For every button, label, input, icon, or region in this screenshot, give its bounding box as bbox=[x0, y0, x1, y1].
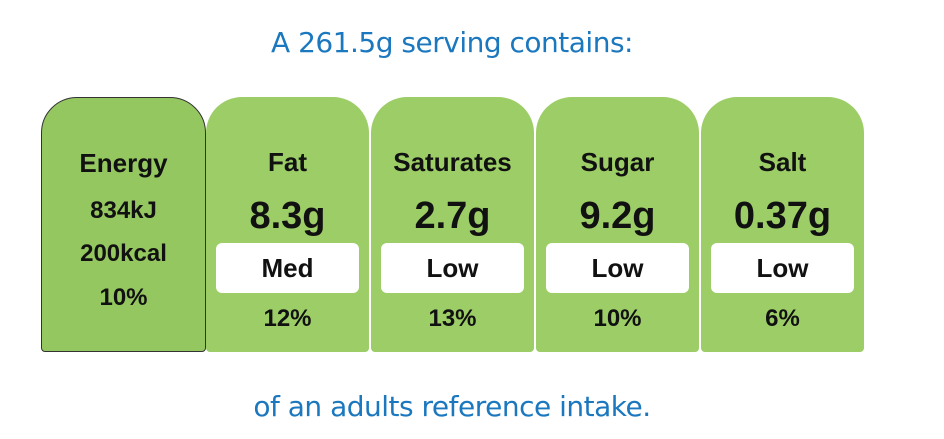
nutrient-level: Low bbox=[381, 243, 524, 293]
nutrient-name: Saturates bbox=[393, 147, 512, 177]
nutrient-panel: Salt 0.37g Low 6% bbox=[701, 97, 864, 352]
nutrient-amount: 8.3g bbox=[249, 195, 326, 237]
nutrient-name: Sugar bbox=[580, 147, 655, 177]
nutrient-percent: 13% bbox=[428, 305, 477, 332]
nutrient-amount: 9.2g bbox=[579, 195, 656, 237]
nutrient-name: Fat bbox=[268, 147, 307, 177]
nutrient-percent: 12% bbox=[263, 305, 312, 332]
nutrient-level: Med bbox=[216, 243, 359, 293]
nutrient-panel: Sugar 9.2g Low 10% bbox=[536, 97, 699, 352]
header-title: A 261.5g serving contains: bbox=[271, 26, 633, 59]
nutrient-name: Salt bbox=[758, 147, 807, 177]
energy-percent: 10% bbox=[99, 284, 148, 311]
nutrient-panel: Fat 8.3g Med 12% bbox=[206, 97, 369, 352]
energy-panel: Energy 834kJ 200kcal 10% bbox=[41, 97, 206, 352]
energy-label: Energy bbox=[79, 148, 168, 178]
nutrient-panel: Saturates 2.7g Low 13% bbox=[371, 97, 534, 352]
nutrient-percent: 6% bbox=[765, 305, 800, 332]
energy-kcal: 200kcal bbox=[80, 240, 167, 267]
nutrient-amount: 0.37g bbox=[733, 195, 832, 237]
nutrient-level: Low bbox=[546, 243, 689, 293]
energy-kj: 834kJ bbox=[90, 197, 157, 224]
nutrient-amount: 2.7g bbox=[414, 195, 491, 237]
nutrient-level: Low bbox=[711, 243, 854, 293]
nutrient-percent: 10% bbox=[593, 305, 642, 332]
footer-text: of an adults reference intake. bbox=[253, 390, 651, 423]
